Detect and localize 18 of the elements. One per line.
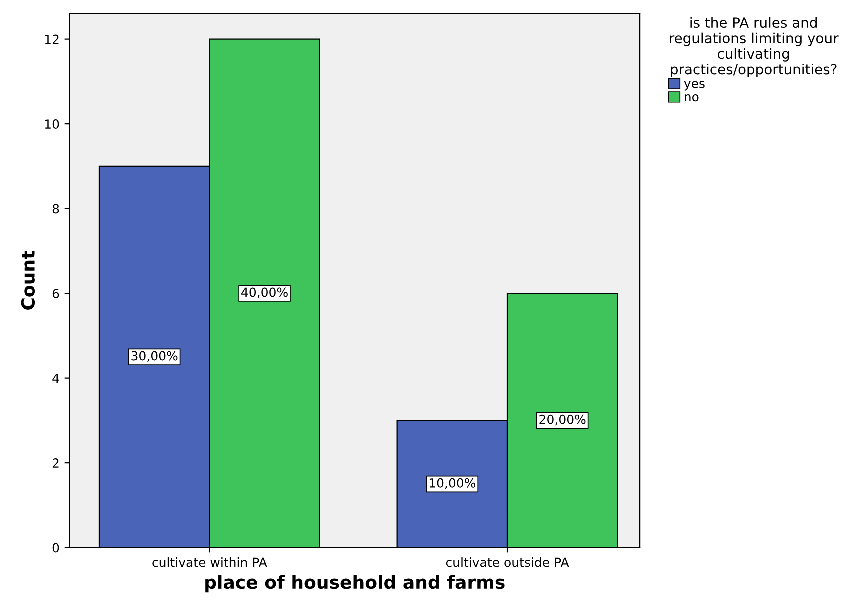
y-tick-label: 6 [52,289,60,298]
annotation: 20,00% [540,414,586,426]
y-tick-label: 8 [52,204,60,214]
legend-label: yes [684,81,705,91]
annotation: 30,00% [132,351,178,362]
x-tick-label: cultivate within PA [152,558,268,568]
annotation: 10,00% [430,478,476,490]
legend-label: no [685,94,699,102]
legend-title: is the PA rules and regulations limiting your cultivating practices/opportunities? [670,17,839,78]
y-tick-label: 0 [52,543,60,553]
x-tick-label: cultivate outside PA [446,558,570,568]
y-tick-label: 12 [45,34,59,44]
annotation: 40,00% [242,288,288,298]
y-tick-label: 2 [52,458,59,468]
y-axis-title: Count [21,251,36,310]
y-tick-label: 4 [52,374,60,384]
y-tick-label: 10 [45,120,60,129]
x-axis-title: place of household and farms [206,575,505,593]
